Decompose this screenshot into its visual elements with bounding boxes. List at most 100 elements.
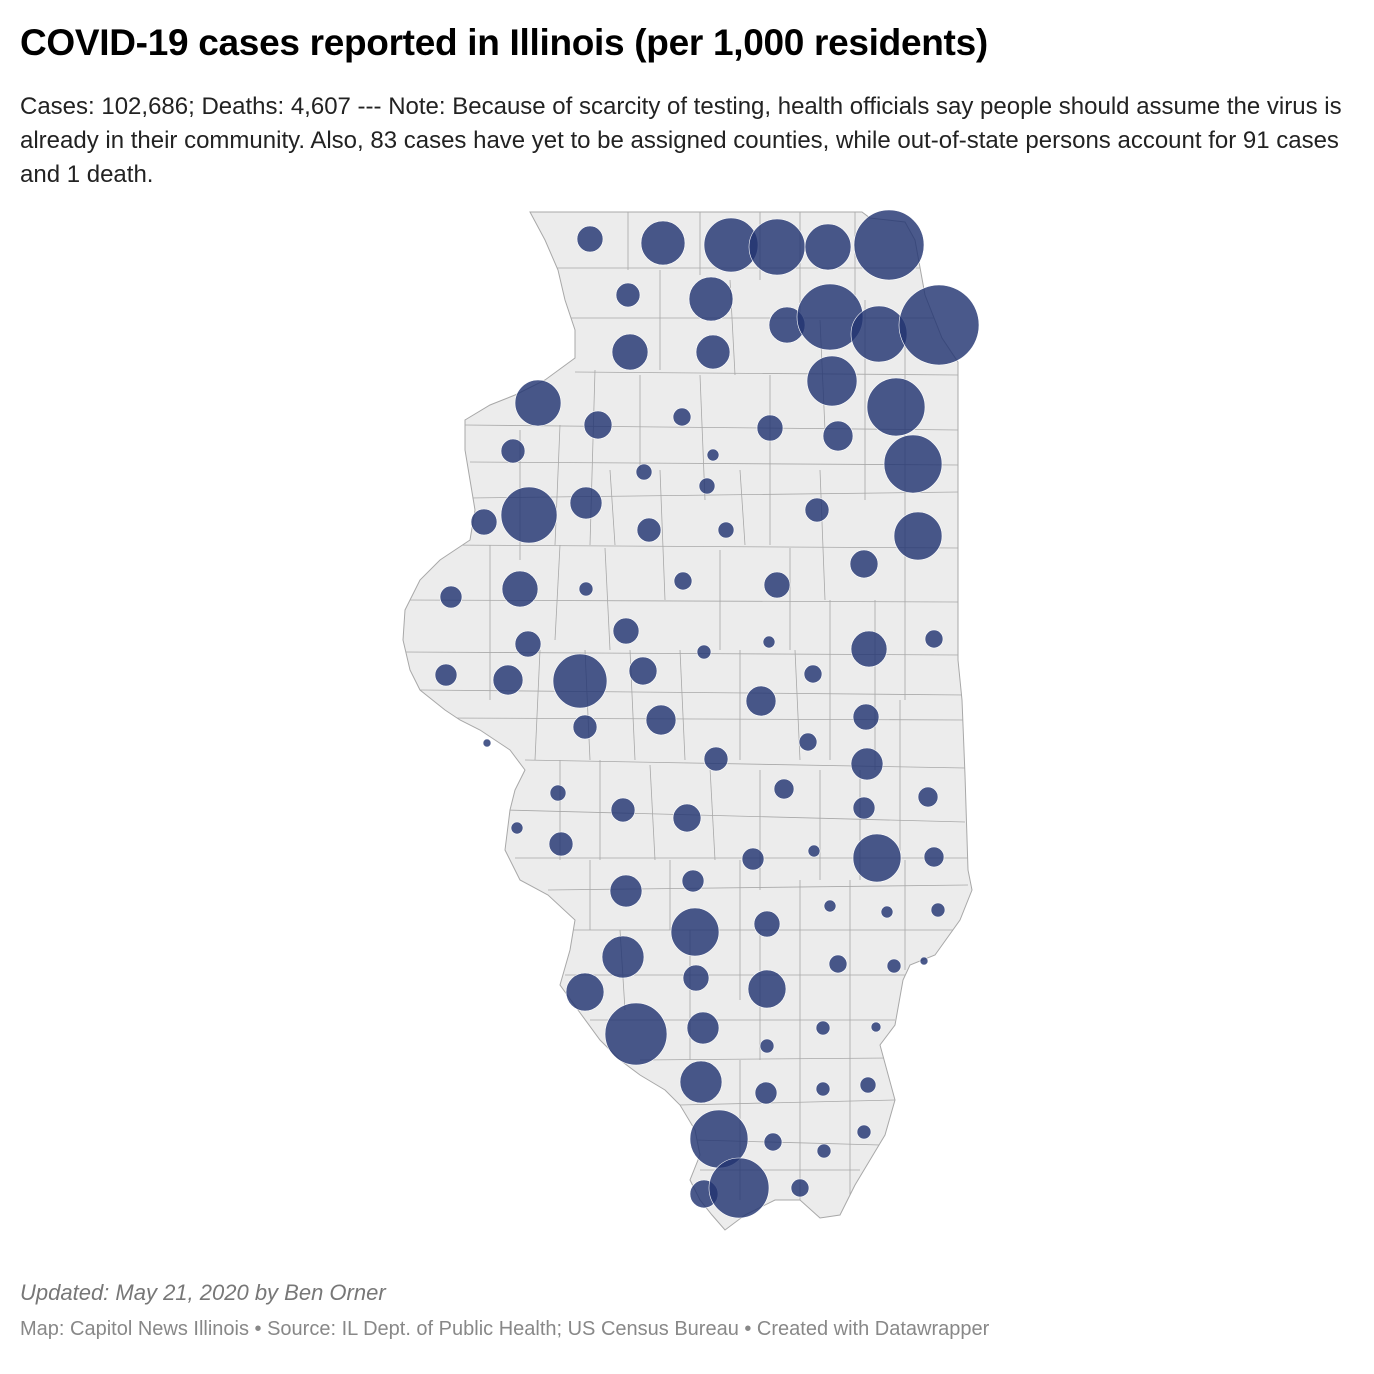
county-bubble[interactable] bbox=[706, 448, 720, 462]
county-bubble[interactable] bbox=[672, 803, 702, 833]
county-bubble[interactable] bbox=[645, 704, 677, 736]
county-bubble[interactable] bbox=[852, 833, 902, 883]
county-bubble[interactable] bbox=[790, 1178, 810, 1198]
county-bubble[interactable] bbox=[604, 1002, 668, 1066]
county-bubble[interactable] bbox=[745, 685, 777, 717]
county-bubble[interactable] bbox=[514, 630, 542, 658]
county-bubble[interactable] bbox=[636, 517, 662, 543]
county-bubble[interactable] bbox=[856, 1124, 872, 1140]
county-border-line bbox=[554, 544, 561, 641]
county-bubble[interactable] bbox=[686, 1011, 720, 1045]
county-bubble[interactable] bbox=[681, 869, 705, 893]
county-bubble[interactable] bbox=[673, 571, 693, 591]
county-bubble[interactable] bbox=[773, 778, 795, 800]
county-bubble[interactable] bbox=[823, 899, 837, 913]
county-bubble[interactable] bbox=[883, 434, 943, 494]
county-bubble[interactable] bbox=[679, 1060, 723, 1104]
county-bubble[interactable] bbox=[924, 629, 944, 649]
county-bubble[interactable] bbox=[807, 844, 821, 858]
county-bubble[interactable] bbox=[763, 571, 791, 599]
county-bubble[interactable] bbox=[803, 664, 823, 684]
county-bubble[interactable] bbox=[859, 1076, 877, 1094]
map-description: Cases: 102,686; Deaths: 4,607 --- Note: … bbox=[20, 93, 1342, 188]
county-bubble[interactable] bbox=[880, 905, 894, 919]
county-bubble[interactable] bbox=[612, 617, 640, 645]
county-bubble[interactable] bbox=[640, 220, 686, 266]
county-bubble[interactable] bbox=[470, 508, 498, 536]
county-bubble[interactable] bbox=[866, 377, 926, 437]
county-bubble[interactable] bbox=[548, 831, 574, 857]
county-bubble[interactable] bbox=[696, 644, 712, 660]
county-border-line bbox=[639, 1057, 891, 1061]
county-bubble[interactable] bbox=[500, 438, 526, 464]
county-bubble[interactable] bbox=[919, 956, 929, 966]
county-bubble[interactable] bbox=[917, 786, 939, 808]
county-bubble[interactable] bbox=[492, 664, 524, 696]
county-bubble[interactable] bbox=[852, 796, 876, 820]
county-bubble[interactable] bbox=[898, 284, 980, 366]
county-bubble[interactable] bbox=[717, 521, 735, 539]
county-bubble[interactable] bbox=[434, 663, 458, 687]
county-bubble[interactable] bbox=[849, 549, 879, 579]
county-bubble[interactable] bbox=[698, 477, 716, 495]
county-bubble[interactable] bbox=[850, 630, 888, 668]
county-border-line bbox=[469, 491, 961, 499]
county-bubble[interactable] bbox=[763, 1132, 783, 1152]
county-bubble[interactable] bbox=[510, 821, 524, 835]
county-bubble[interactable] bbox=[850, 747, 884, 781]
county-bubble[interactable] bbox=[804, 223, 852, 271]
county-bubble[interactable] bbox=[852, 703, 880, 731]
county-bubble[interactable] bbox=[615, 282, 641, 308]
county-bubble[interactable] bbox=[565, 972, 605, 1012]
county-bubble[interactable] bbox=[748, 218, 806, 276]
county-bubble[interactable] bbox=[870, 1021, 882, 1033]
county-bubble[interactable] bbox=[815, 1020, 831, 1036]
county-bubble[interactable] bbox=[635, 463, 653, 481]
county-bubble[interactable] bbox=[886, 958, 902, 974]
county-bubble[interactable] bbox=[753, 910, 781, 938]
county-bubble[interactable] bbox=[756, 414, 784, 442]
county-bubble[interactable] bbox=[482, 738, 492, 748]
county-bubble[interactable] bbox=[549, 784, 567, 802]
county-bubble[interactable] bbox=[576, 225, 604, 253]
county-bubble[interactable] bbox=[552, 653, 608, 709]
county-bubble[interactable] bbox=[759, 1038, 775, 1054]
county-bubble[interactable] bbox=[695, 334, 731, 370]
county-bubble[interactable] bbox=[514, 379, 562, 427]
county-bubble[interactable] bbox=[501, 570, 539, 608]
county-bubble[interactable] bbox=[583, 410, 613, 440]
county-bubble[interactable] bbox=[578, 581, 594, 597]
county-bubble[interactable] bbox=[703, 746, 729, 772]
county-bubble[interactable] bbox=[798, 732, 818, 752]
county-bubble[interactable] bbox=[930, 902, 946, 918]
county-bubble[interactable] bbox=[569, 486, 603, 520]
county-bubble[interactable] bbox=[672, 407, 692, 427]
county-bubble[interactable] bbox=[688, 276, 734, 322]
county-bubble[interactable] bbox=[822, 420, 854, 452]
county-bubble[interactable] bbox=[828, 954, 848, 974]
county-bubble[interactable] bbox=[815, 1081, 831, 1097]
county-bubble[interactable] bbox=[611, 333, 649, 371]
county-bubble[interactable] bbox=[610, 797, 636, 823]
county-bubble[interactable] bbox=[850, 305, 908, 363]
county-bubble[interactable] bbox=[670, 907, 720, 957]
county-bubble[interactable] bbox=[762, 635, 776, 649]
county-bubble[interactable] bbox=[923, 846, 945, 868]
county-bubble[interactable] bbox=[572, 714, 598, 740]
county-bubble[interactable] bbox=[609, 874, 643, 908]
county-bubble[interactable] bbox=[747, 969, 787, 1009]
county-bubble[interactable] bbox=[804, 497, 830, 523]
county-bubble[interactable] bbox=[741, 847, 765, 871]
county-bubble[interactable] bbox=[439, 585, 463, 609]
county-bubble[interactable] bbox=[628, 656, 658, 686]
county-bubble[interactable] bbox=[500, 486, 558, 544]
county-bubble[interactable] bbox=[806, 355, 858, 407]
county-bubble[interactable] bbox=[708, 1157, 770, 1219]
county-bubble[interactable] bbox=[816, 1143, 832, 1159]
county-bubble[interactable] bbox=[682, 964, 710, 992]
county-bubble[interactable] bbox=[853, 209, 925, 281]
county-bubble[interactable] bbox=[601, 935, 645, 979]
county-bubble[interactable] bbox=[754, 1081, 778, 1105]
county-bubble[interactable] bbox=[893, 511, 943, 561]
